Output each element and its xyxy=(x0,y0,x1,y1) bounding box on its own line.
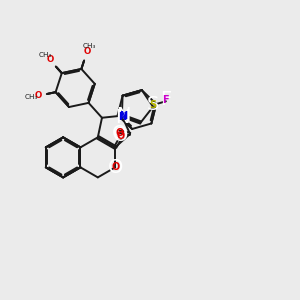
Text: O: O xyxy=(111,162,119,172)
Text: S: S xyxy=(147,95,159,114)
Text: O: O xyxy=(83,47,91,56)
Text: O: O xyxy=(107,158,123,177)
Text: N: N xyxy=(118,112,126,122)
Text: O: O xyxy=(112,124,127,142)
Text: O: O xyxy=(115,128,123,138)
Text: F: F xyxy=(163,95,169,105)
Text: O: O xyxy=(46,56,53,64)
Text: N: N xyxy=(115,108,129,127)
Text: N: N xyxy=(119,111,128,121)
Text: N: N xyxy=(116,106,130,125)
Text: F: F xyxy=(160,90,172,109)
Text: O: O xyxy=(112,126,128,145)
Text: O: O xyxy=(34,92,42,100)
Text: CH₃: CH₃ xyxy=(82,43,96,49)
Text: S: S xyxy=(149,100,157,110)
Text: CH₃: CH₃ xyxy=(39,52,52,58)
Text: O: O xyxy=(116,131,124,141)
Text: CH₃: CH₃ xyxy=(25,94,38,100)
